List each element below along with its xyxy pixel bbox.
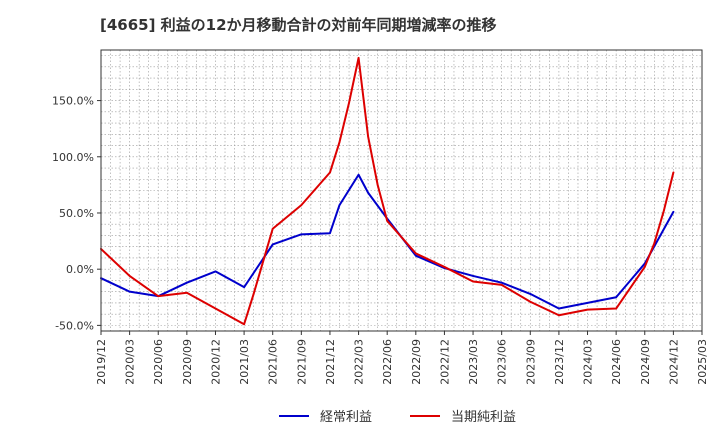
- legend-label-2: 当期純利益: [451, 410, 516, 425]
- series-line-2: [100, 56, 675, 326]
- data-point-series-2: [329, 171, 331, 174]
- data-point-series-1: [300, 233, 303, 236]
- data-point-series-1: [214, 270, 217, 273]
- chart-title: [4665] 利益の12か月移動合計の対前年同期増減率の推移: [100, 16, 497, 34]
- x-tick-label: 2023/03: [467, 339, 480, 385]
- x-tick-label: 2022/12: [438, 339, 451, 385]
- y-tick-label: 100.0%: [52, 151, 94, 164]
- grid-layer: [100, 50, 703, 331]
- x-tick-label: 2021/03: [238, 339, 251, 385]
- data-point-series-1: [357, 173, 360, 176]
- x-tick-label: 2020/12: [209, 339, 222, 385]
- data-point-series-1: [529, 293, 532, 295]
- data-point-series-2: [653, 242, 656, 245]
- plot-frame: [100, 49, 703, 332]
- data-point-series-2: [558, 314, 560, 317]
- x-tick-label: 2024/03: [582, 339, 595, 385]
- x-tick-label: 2020/03: [124, 339, 137, 385]
- data-point-series-2: [663, 209, 665, 212]
- plot-area: [101, 50, 702, 331]
- x-tick-label: 2019/12: [95, 339, 108, 385]
- data-point-series-1: [672, 211, 675, 213]
- data-point-series-2: [128, 275, 131, 277]
- data-point-series-2: [376, 184, 379, 186]
- x-tick-label: 2022/03: [353, 339, 366, 385]
- data-point-series-2: [348, 102, 350, 104]
- data-point-series-1: [271, 243, 274, 246]
- x-tick-label: 2022/06: [381, 339, 394, 385]
- x-tick-label: 2023/06: [496, 339, 509, 385]
- data-point-series-2: [214, 307, 217, 310]
- x-tick-label: 2021/06: [267, 339, 280, 385]
- data-point-series-2: [415, 252, 417, 255]
- x-tick-label: 2020/06: [152, 339, 165, 385]
- x-tick-label: 2024/06: [610, 339, 623, 385]
- x-tick-label: 2021/09: [295, 339, 308, 385]
- legend: 経常利益 当期純利益: [279, 410, 516, 425]
- y-tick-label: -50.0%: [55, 319, 94, 332]
- data-point-series-1: [186, 281, 188, 284]
- data-point-series-1: [367, 191, 369, 194]
- data-point-series-1: [500, 281, 503, 284]
- data-point-series-2: [357, 57, 360, 59]
- data-point-series-1: [329, 232, 331, 235]
- x-tick-label: 2020/09: [181, 339, 194, 385]
- x-tick-label: 2021/12: [324, 339, 337, 385]
- legend-label-1: 経常利益: [320, 410, 372, 425]
- data-point-series-2: [271, 227, 274, 230]
- data-point-series-2: [672, 171, 675, 174]
- data-point-series-2: [386, 220, 388, 222]
- data-point-series-2: [186, 291, 188, 294]
- data-point-series-2: [367, 135, 369, 138]
- data-point-series-1: [415, 254, 417, 257]
- x-tick-label: 2023/09: [524, 339, 537, 385]
- y-tick-label: 50.0%: [59, 207, 94, 220]
- data-point-series-2: [243, 323, 245, 326]
- y-tick-label: 150.0%: [52, 95, 94, 108]
- x-tick-label: 2022/09: [410, 339, 423, 385]
- data-point-series-2: [300, 204, 303, 206]
- x-tick-label: 2024/09: [639, 339, 652, 385]
- data-point-series-1: [338, 204, 341, 206]
- series-layer: [100, 56, 675, 326]
- data-point-series-1: [472, 275, 474, 277]
- x-tick-label: 2024/12: [667, 339, 680, 385]
- data-point-series-1: [558, 307, 560, 310]
- data-point-series-1: [243, 286, 245, 288]
- data-point-series-2: [472, 280, 474, 283]
- data-point-series-2: [615, 307, 617, 310]
- data-point-series-2: [443, 266, 446, 268]
- x-tick-label: 2023/12: [553, 339, 566, 385]
- x-tick-label: 2025/03: [696, 339, 709, 385]
- data-point-series-2: [529, 300, 532, 303]
- axis-layer: -50.0% 0.0% 50.0% 100.0% 150.0% 2019/12 2020/0…: [52, 49, 709, 385]
- data-point-series-1: [586, 302, 589, 304]
- y-tick-label: 0.0%: [66, 263, 94, 276]
- data-point-series-2: [338, 141, 341, 143]
- data-point-series-2: [157, 295, 160, 297]
- data-point-series-2: [643, 266, 646, 268]
- data-point-series-2: [586, 308, 589, 311]
- data-point-series-1: [615, 296, 617, 299]
- data-point-series-2: [500, 284, 503, 286]
- data-point-series-2: [252, 293, 255, 295]
- data-point-series-1: [128, 290, 131, 293]
